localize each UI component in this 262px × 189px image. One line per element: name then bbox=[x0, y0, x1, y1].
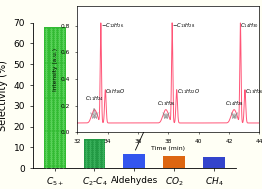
X-axis label: Time (min): Time (min) bbox=[151, 146, 185, 151]
Text: $C_{14}H_{30}$: $C_{14}H_{30}$ bbox=[241, 21, 259, 30]
Text: $C_{11}H_{24}$: $C_{11}H_{24}$ bbox=[85, 94, 103, 103]
Bar bbox=[84, 139, 105, 168]
Y-axis label: Intensity (a.u.): Intensity (a.u.) bbox=[53, 47, 58, 91]
Text: $C_8H_{16}O$: $C_8H_{16}O$ bbox=[105, 87, 126, 96]
Text: $C_{13}H_{26}O$: $C_{13}H_{26}O$ bbox=[245, 87, 262, 96]
Text: $-C_{13}H_{28}$: $-C_{13}H_{28}$ bbox=[172, 21, 195, 30]
Bar bbox=[203, 157, 225, 168]
Text: $C_{11}H_{22}O$: $C_{11}H_{22}O$ bbox=[177, 87, 200, 96]
Text: $C_{13}H_{26}$: $C_{13}H_{26}$ bbox=[157, 99, 176, 108]
Bar bbox=[123, 154, 145, 168]
Y-axis label: Selectivity (%): Selectivity (%) bbox=[0, 60, 8, 131]
Text: $-C_{12}H_{26}$: $-C_{12}H_{26}$ bbox=[101, 21, 124, 30]
Bar bbox=[163, 156, 185, 168]
Bar bbox=[44, 27, 66, 168]
Text: $C_{14}H_{28}$: $C_{14}H_{28}$ bbox=[225, 99, 244, 108]
